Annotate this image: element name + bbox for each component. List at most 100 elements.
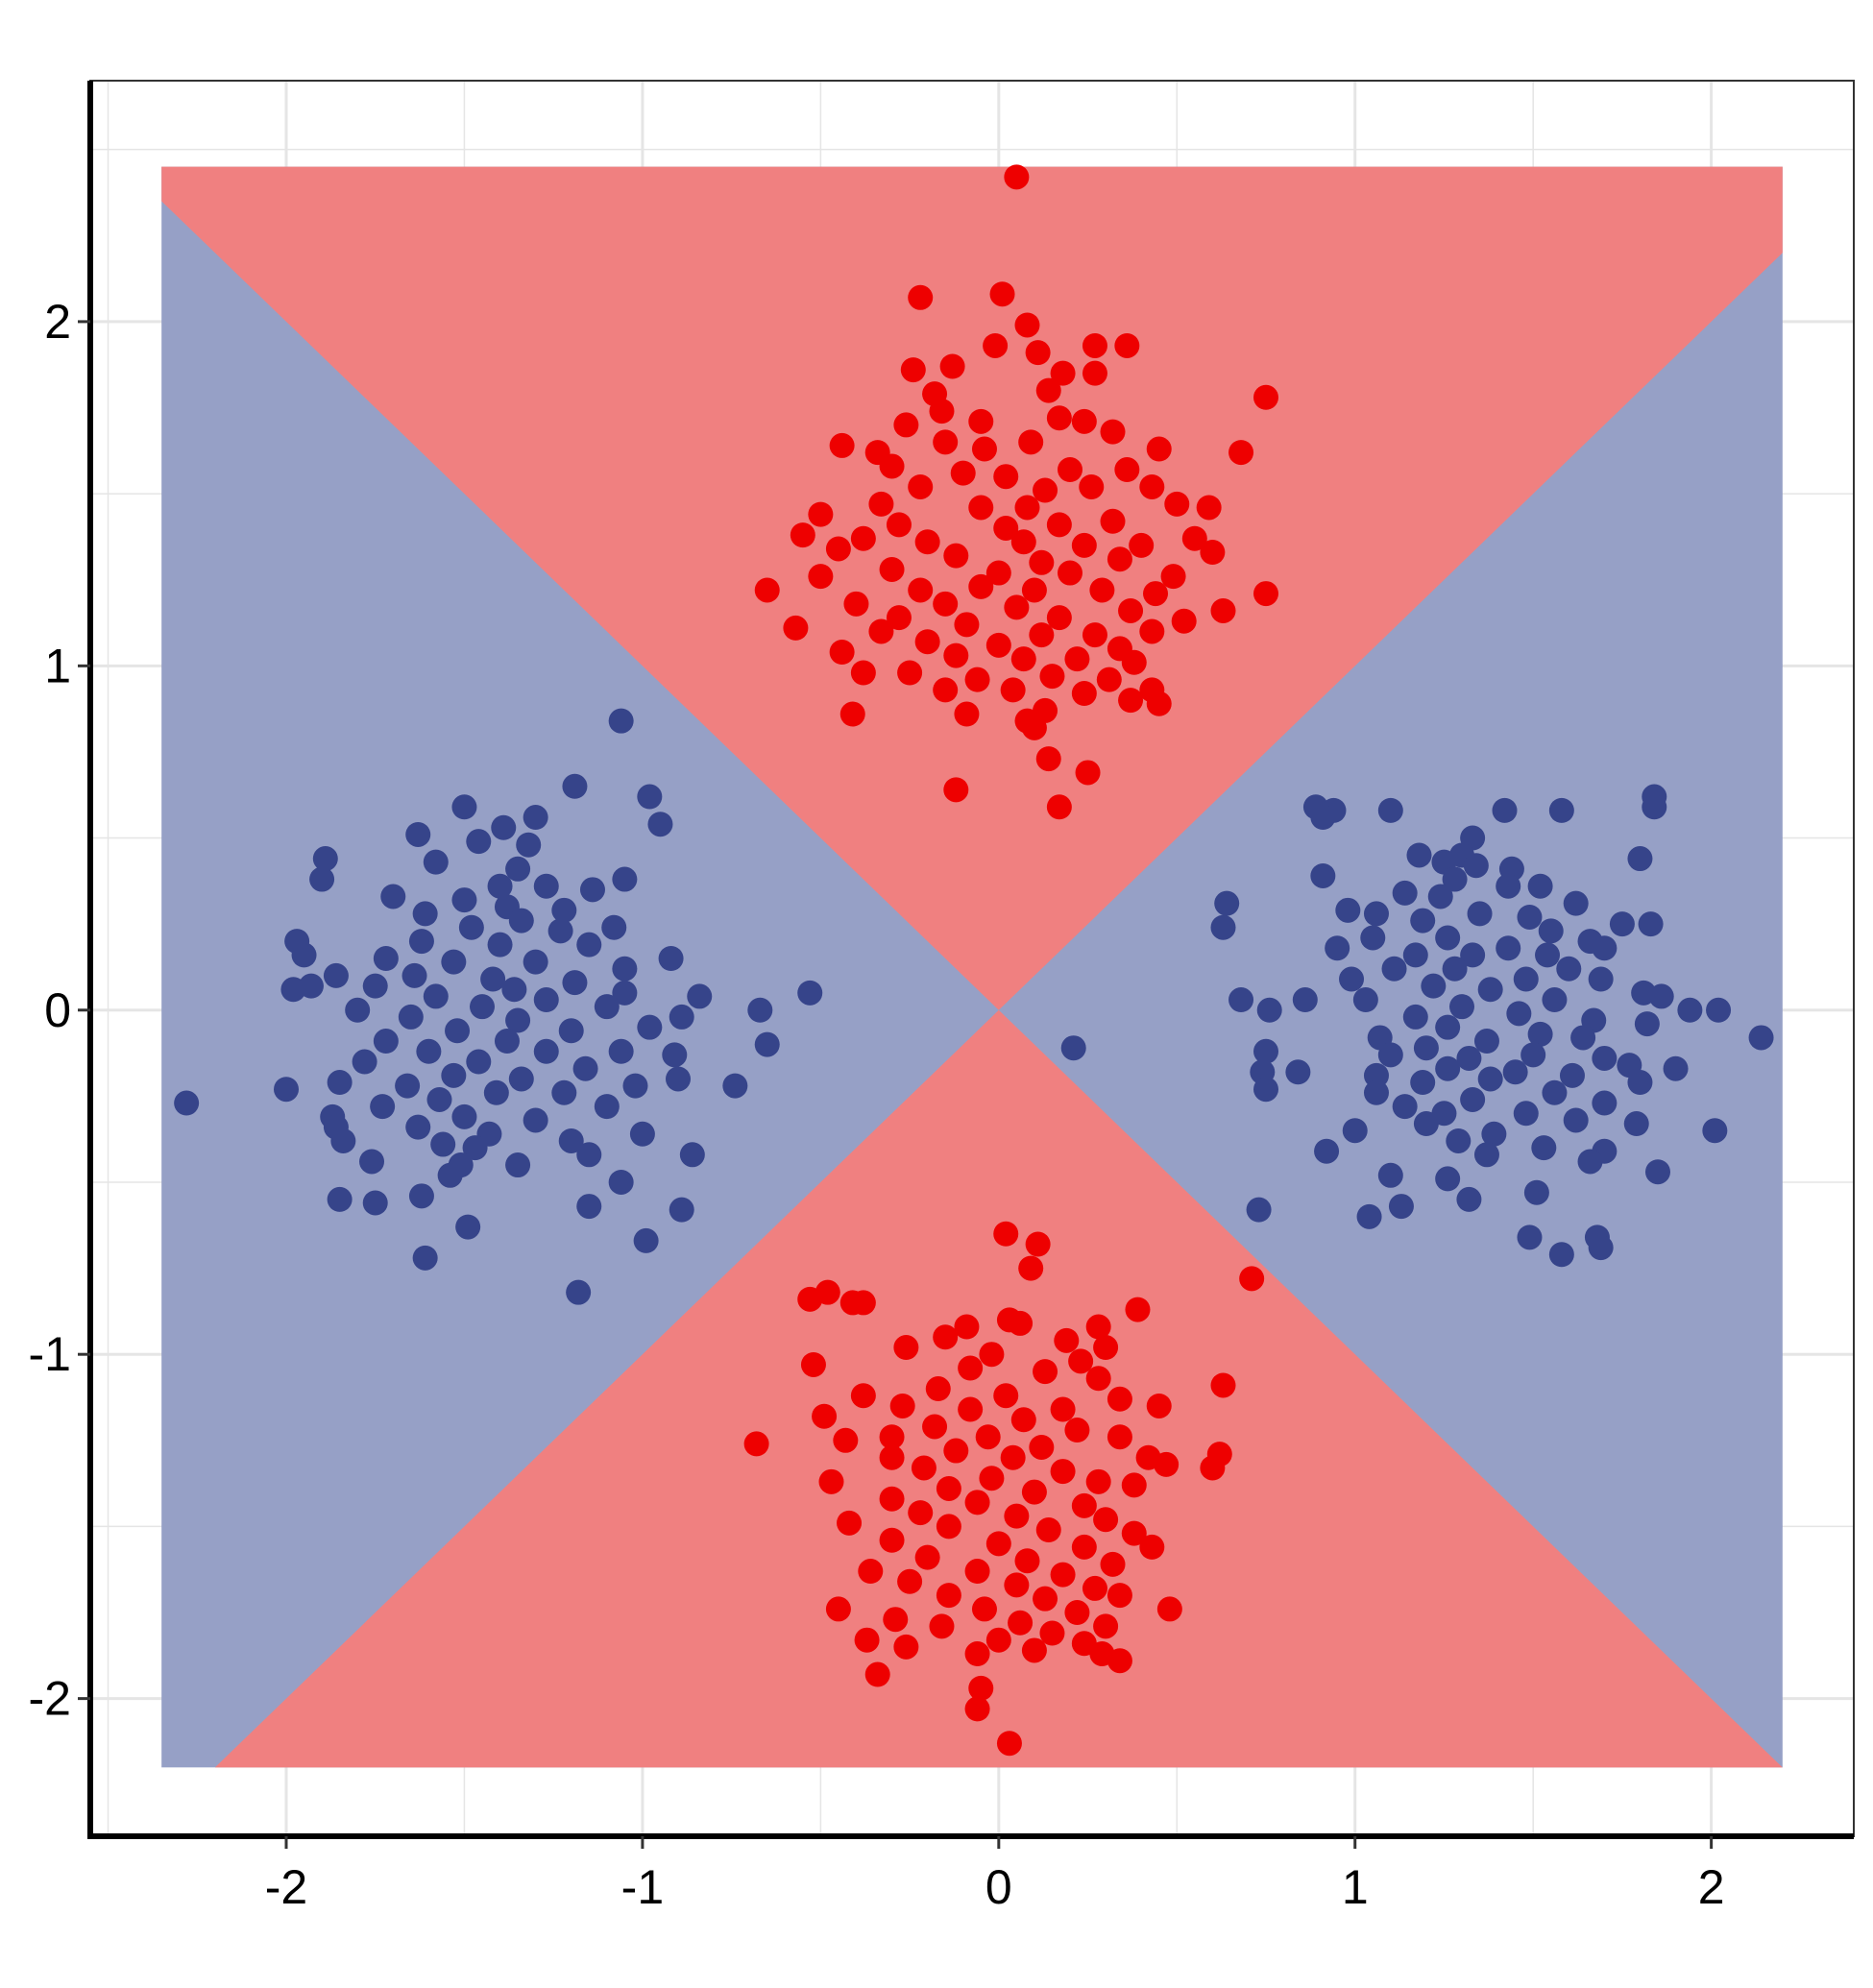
data-point (843, 591, 869, 617)
data-point (783, 615, 809, 641)
data-point (886, 512, 912, 538)
data-point (1107, 1424, 1132, 1450)
data-point (1071, 408, 1097, 434)
data-point (1021, 1479, 1047, 1505)
data-point (1388, 1194, 1414, 1220)
data-point (886, 605, 912, 631)
data-point (566, 1279, 592, 1305)
data-point (850, 525, 876, 551)
data-point (1456, 1045, 1482, 1071)
data-point (405, 1114, 431, 1140)
data-point (622, 1073, 648, 1099)
data-point (658, 946, 684, 971)
y-axis-ticks: -2 -1 0 1 2 (29, 295, 90, 1726)
data-point (494, 1029, 520, 1055)
data-point (808, 501, 834, 527)
data-point (1214, 890, 1240, 916)
data-point (968, 495, 994, 521)
data-point (1310, 862, 1336, 888)
data-point (1492, 797, 1518, 823)
data-point (551, 897, 577, 923)
data-point (1363, 1062, 1389, 1088)
data-point (1010, 529, 1036, 555)
data-point (1228, 987, 1254, 1013)
data-point (445, 1018, 471, 1044)
data-point (1200, 1455, 1226, 1481)
data-point (1033, 1359, 1058, 1385)
data-point (1118, 688, 1144, 714)
data-point (812, 1403, 838, 1429)
data-point (516, 832, 542, 858)
data-point (950, 460, 976, 486)
data-point (1435, 925, 1461, 951)
data-point (1085, 1468, 1111, 1494)
data-point (800, 1351, 826, 1377)
data-point (612, 980, 638, 1006)
data-point (993, 1383, 1019, 1409)
data-point (398, 1004, 424, 1030)
data-point (825, 1596, 851, 1622)
data-point (939, 353, 965, 379)
data-point (601, 914, 627, 940)
data-point (1035, 1516, 1061, 1542)
data-point (1054, 1327, 1080, 1353)
data-point (922, 1414, 948, 1440)
data-point (1143, 581, 1169, 607)
data-point (1406, 842, 1432, 868)
data-point (1638, 911, 1664, 937)
data-point (943, 1438, 969, 1464)
data-point (1033, 477, 1058, 503)
data-point (964, 1641, 990, 1667)
data-point (373, 946, 399, 971)
data-point (1008, 1610, 1034, 1636)
data-point (291, 942, 317, 968)
data-point (679, 1142, 705, 1168)
data-point (1538, 918, 1564, 944)
data-point (1000, 1444, 1026, 1470)
data-point (345, 997, 371, 1023)
data-point (825, 536, 851, 562)
data-point (423, 983, 449, 1009)
data-point (1000, 677, 1026, 703)
data-point (1627, 846, 1653, 872)
data-point (1702, 1118, 1728, 1144)
data-point (1050, 1459, 1076, 1485)
data-point (954, 701, 980, 727)
data-point (850, 1290, 876, 1316)
data-point (1460, 1086, 1486, 1112)
data-point (1402, 1004, 1428, 1030)
data-point (408, 929, 434, 955)
data-point (1609, 911, 1635, 937)
data-point (480, 966, 506, 992)
data-point (523, 1107, 548, 1133)
data-point (505, 1152, 531, 1178)
data-point (1513, 966, 1539, 992)
data-point (1592, 1090, 1618, 1116)
data-point (908, 284, 934, 310)
data-point (1196, 495, 1222, 521)
data-point (1154, 1451, 1180, 1477)
data-point (797, 980, 823, 1006)
data-point (491, 814, 517, 840)
data-point (533, 873, 559, 899)
data-point (1588, 966, 1614, 992)
data-point (900, 357, 926, 383)
data-point (1246, 1197, 1272, 1223)
data-point (936, 1514, 961, 1539)
data-point (743, 1431, 769, 1457)
data-point (1527, 1021, 1553, 1047)
data-point (968, 1675, 994, 1701)
data-point (1004, 1503, 1030, 1529)
data-point (1071, 532, 1097, 558)
data-point (1392, 1094, 1418, 1120)
data-point (1253, 1077, 1278, 1103)
data-point (1360, 925, 1386, 951)
data-point (1520, 1042, 1546, 1068)
data-point (466, 1049, 492, 1075)
data-point (558, 1018, 584, 1044)
data-point (1210, 597, 1236, 623)
data-point (487, 873, 513, 899)
data-point (1642, 794, 1667, 820)
x-tick-label: 1 (1342, 1860, 1369, 1914)
